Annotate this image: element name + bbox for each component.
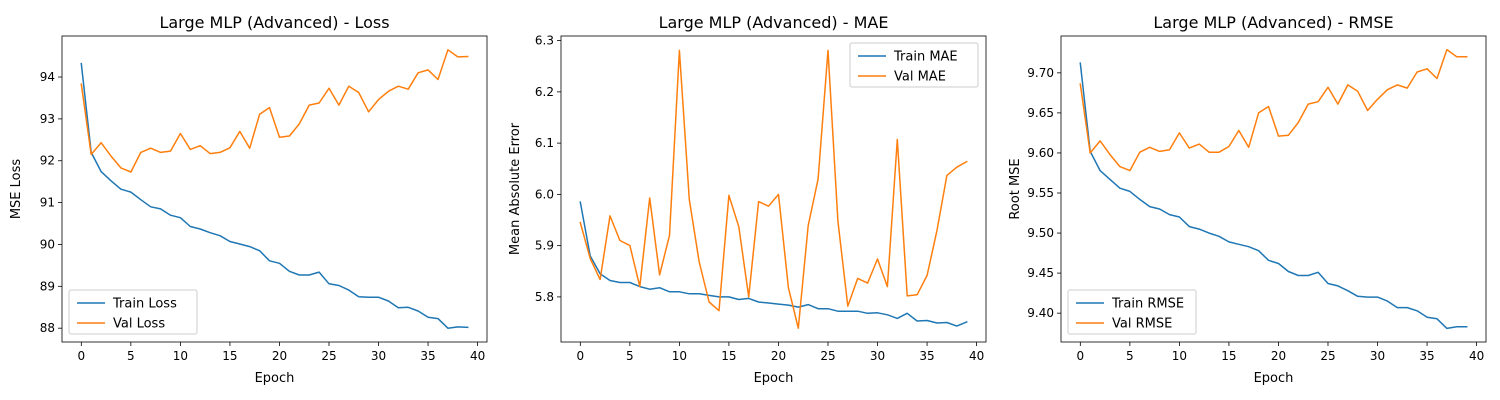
- plot-frame: [1060, 35, 1487, 343]
- chart-panel-3: Large MLP (Advanced) - RMSE 0 5 10 15 20 25 30 3…: [1008, 13, 1487, 386]
- y-tick-label: 9.40: [1027, 306, 1054, 320]
- y-tick-label: 88: [40, 321, 55, 335]
- x-tick-label: 10: [173, 349, 188, 363]
- y-tick-label: 9.45: [1027, 266, 1054, 280]
- x-axis-label: Epoch: [255, 371, 295, 386]
- x-tick-label: 10: [1172, 349, 1187, 363]
- legend: Train Loss Val Loss: [68, 289, 198, 335]
- x-tick-label: 25: [321, 349, 336, 363]
- x-tick-label: 30: [1370, 349, 1385, 363]
- chart-title: Large MLP (Advanced) - RMSE: [1153, 13, 1393, 32]
- legend-label: Val MAE: [894, 70, 946, 85]
- x-tick-label: 30: [870, 349, 885, 363]
- x-tick-label: 15: [1221, 349, 1236, 363]
- x-tick-label: 15: [222, 349, 237, 363]
- series-line-2: [1079, 48, 1468, 172]
- legend-label: Train MAE: [893, 50, 958, 65]
- chart-panel-1: Large MLP (Advanced) - Loss 0 5 10 15 20 25 30 3…: [9, 13, 488, 386]
- x-tick-label: 40: [969, 349, 984, 363]
- x-tick-label: 0: [1076, 349, 1084, 363]
- x-tick-label: 35: [919, 349, 934, 363]
- legend-label: Val Loss: [113, 317, 165, 332]
- x-tick-label: 25: [1320, 349, 1335, 363]
- y-tick-label: 90: [40, 237, 55, 251]
- x-tick-label: 0: [576, 349, 584, 363]
- y-tick-label: 9.50: [1027, 226, 1054, 240]
- y-tick-label: 6.3: [535, 34, 554, 48]
- x-tick-label: 35: [1419, 349, 1434, 363]
- x-tick-label: 40: [470, 349, 485, 363]
- x-tick-label: 20: [771, 349, 786, 363]
- legend-label: Train RMSE: [1111, 297, 1184, 312]
- y-tick-label: 94: [40, 70, 55, 84]
- x-tick-label: 30: [371, 349, 386, 363]
- y-tick-label: 5.8: [535, 290, 554, 304]
- y-tick-label: 9.70: [1027, 66, 1054, 80]
- legend-label: Val RMSE: [1112, 317, 1172, 332]
- plot-frame: [560, 35, 987, 343]
- legend-label: Train Loss: [112, 297, 177, 312]
- x-axis-label: Epoch: [754, 371, 794, 386]
- y-tick-label: 5.9: [535, 239, 554, 253]
- y-tick-label: 9.55: [1027, 186, 1054, 200]
- x-tick-label: 35: [420, 349, 435, 363]
- y-tick-label: 91: [40, 196, 55, 210]
- y-tick-label: 9.65: [1027, 106, 1054, 120]
- series-line-1: [579, 201, 968, 327]
- legend: Train MAE Val MAE: [849, 42, 979, 88]
- series-line-2: [579, 49, 968, 329]
- y-tick-label: 6.1: [535, 136, 554, 150]
- x-tick-label: 25: [820, 349, 835, 363]
- y-axis-label: MSE Loss: [9, 159, 24, 220]
- x-tick-label: 5: [1126, 349, 1134, 363]
- x-tick-label: 20: [272, 349, 287, 363]
- y-tick-label: 9.60: [1027, 146, 1054, 160]
- x-tick-label: 5: [127, 349, 135, 363]
- legend: Train RMSE Val RMSE: [1067, 289, 1197, 335]
- x-tick-label: 20: [1271, 349, 1286, 363]
- x-tick-label: 15: [721, 349, 736, 363]
- x-axis-label: Epoch: [1254, 371, 1294, 386]
- y-tick-label: 6.2: [535, 85, 554, 99]
- y-tick-label: 6.0: [535, 187, 554, 201]
- chart-panel-2: Large MLP (Advanced) - MAE 0 5 10 15 20 25 30 35…: [508, 13, 987, 386]
- x-tick-label: 40: [1469, 349, 1484, 363]
- y-tick-label: 89: [40, 279, 55, 293]
- x-tick-label: 10: [672, 349, 687, 363]
- x-tick-label: 0: [77, 349, 85, 363]
- y-tick-label: 93: [40, 112, 55, 126]
- chart-title: Large MLP (Advanced) - Loss: [159, 13, 389, 32]
- x-tick-label: 5: [626, 349, 634, 363]
- y-axis-label: Mean Absolute Error: [508, 122, 523, 255]
- series-line-1: [1079, 62, 1468, 330]
- y-axis-label: Root MSE: [1008, 158, 1023, 219]
- chart-title: Large MLP (Advanced) - MAE: [659, 13, 889, 32]
- plot-frame: [61, 35, 488, 343]
- y-tick-label: 92: [40, 154, 55, 168]
- series-line-1: [80, 62, 469, 329]
- series-line-2: [80, 49, 469, 173]
